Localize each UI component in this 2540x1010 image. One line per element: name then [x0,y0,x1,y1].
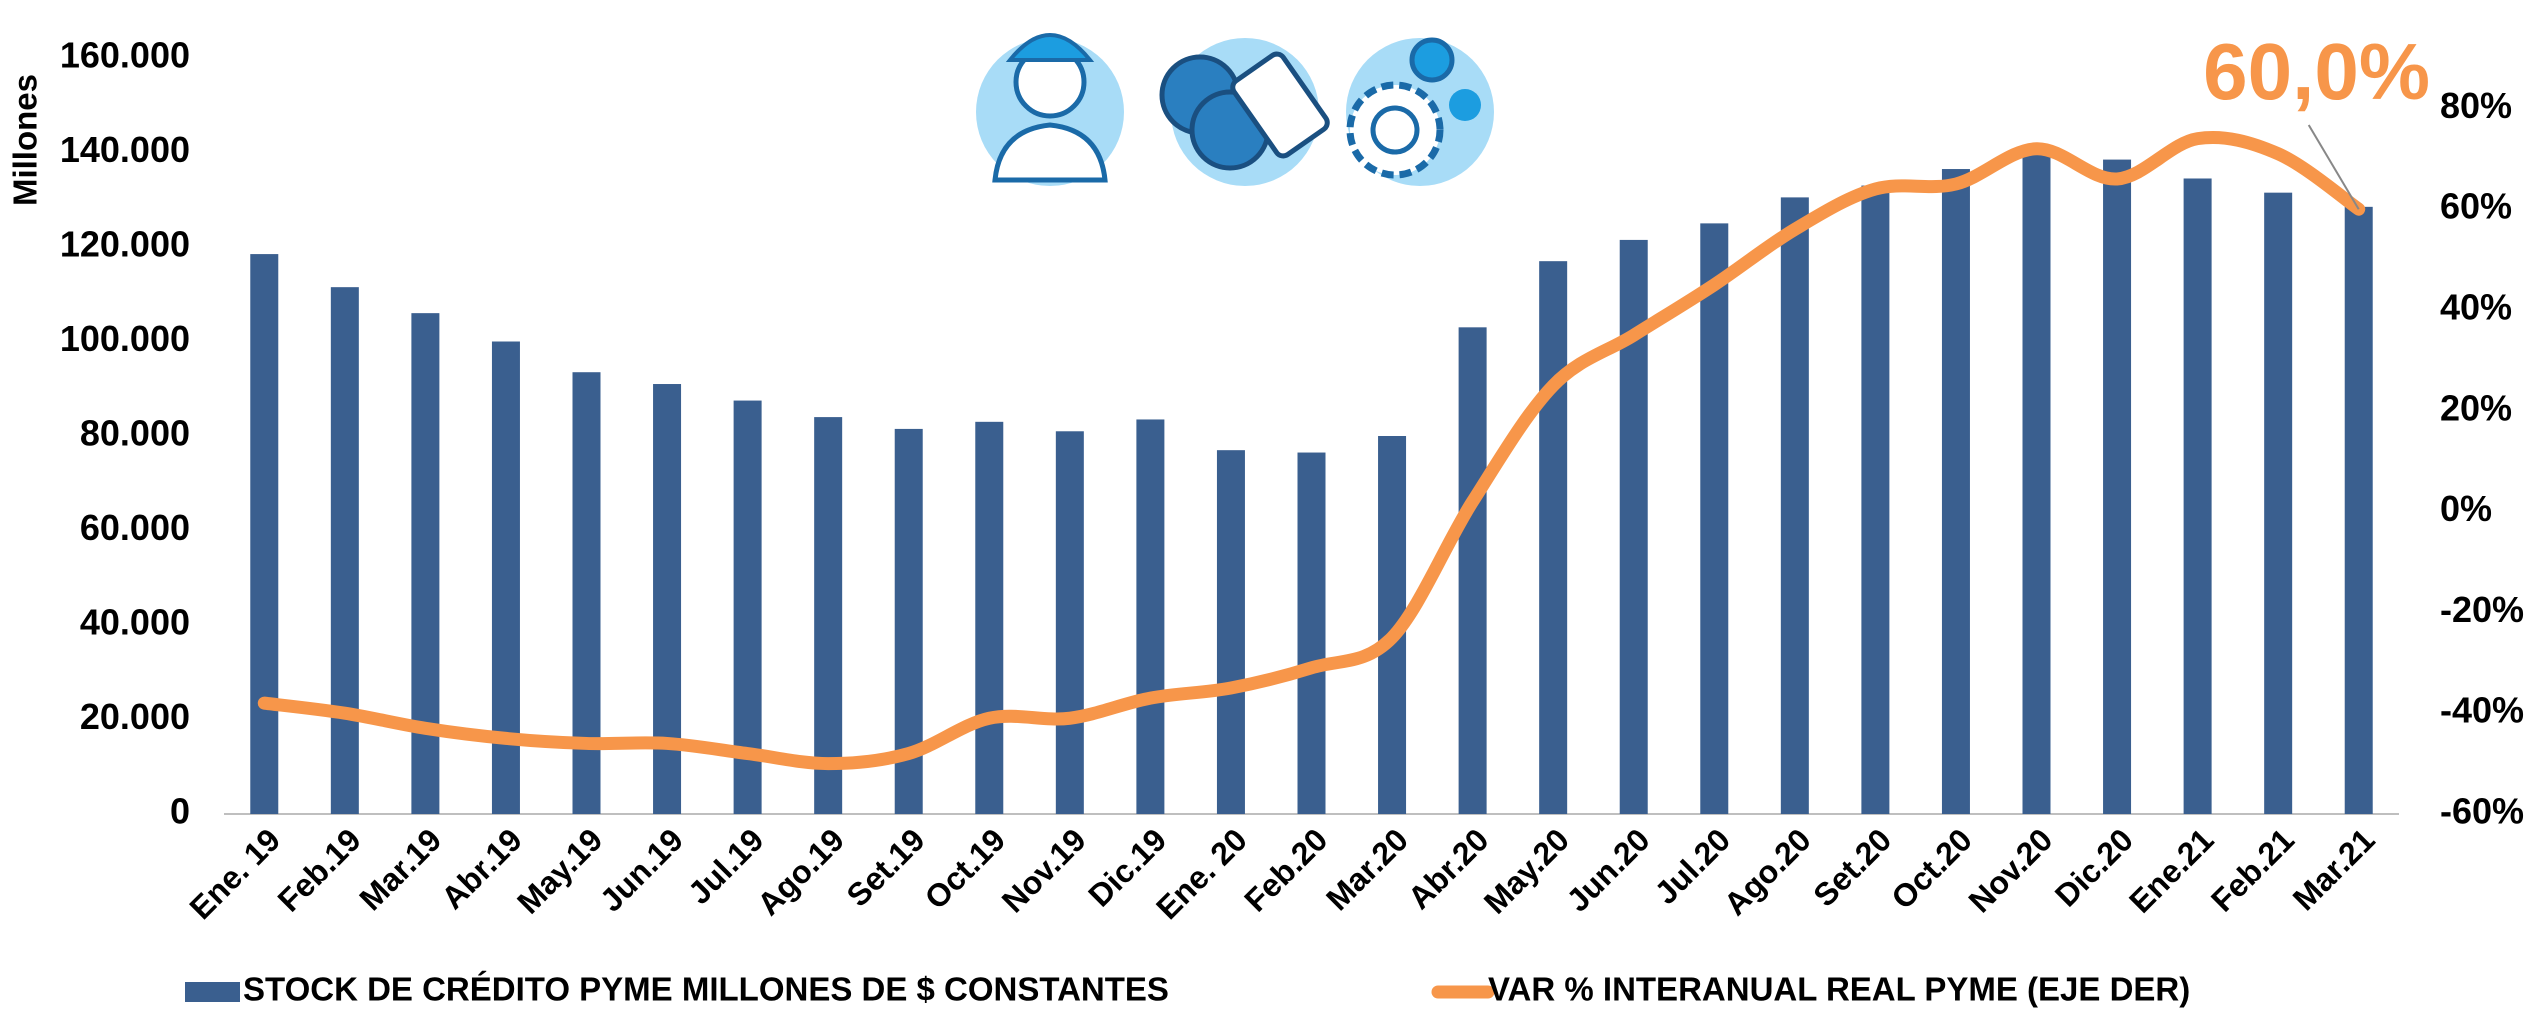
annotation-leader [2307,124,2360,210]
bar [975,421,1004,814]
legend-swatch [185,982,240,1002]
legend-label: STOCK DE CRÉDITO PYME MILLONES DE $ CONS… [243,971,1169,1008]
y-axis-label: Millones [7,74,44,206]
bar [2344,206,2373,814]
x-tick-label: May.20 [1477,821,1576,920]
x-tick-label: Jun.20 [1560,821,1657,918]
y-tick-label: 140.000 [60,129,190,170]
bar [1861,185,1890,814]
bar [1055,431,1084,814]
bar [733,400,762,814]
bar [1780,197,1809,814]
icon-gear [1409,37,1455,83]
y2-tick-label: -20% [2440,589,2524,630]
y-tick-label: 20.000 [80,696,190,737]
x-tick-label: Nov.20 [1961,821,2059,919]
x-tick-label: Mar.19 [352,821,448,917]
bar [411,313,440,814]
line [257,130,2366,771]
icon-gear [1449,89,1481,121]
bar [2183,178,2212,815]
icon-gear [1346,81,1444,179]
x-tick-label: Feb.19 [271,821,368,918]
icons [976,33,1494,186]
x-tick-label: Abr.19 [434,821,529,916]
x-tick-label: Oct.19 [918,821,1013,916]
y2-tick-label: 60% [2440,186,2512,227]
bar [2022,147,2051,814]
x-tick-label: Abr.20 [1401,821,1496,916]
icon-card [1230,51,1330,159]
icon-body [992,122,1108,183]
y2-tick-label: 80% [2440,85,2512,126]
bar [1941,169,1970,815]
x-tick-label: Mar.20 [1319,821,1415,917]
bar [1216,450,1245,814]
bar [2103,159,2132,814]
annotation: 60,0% [2203,27,2430,116]
icon-gear [1370,105,1420,155]
x-tick-label: Set.20 [1806,821,1898,913]
bar [1297,452,1326,814]
bar [2264,192,2293,815]
bar [330,287,359,815]
x-tick-label: Ago.20 [1717,821,1818,922]
legend-label: VAR % INTERANUAL REAL PYME (EJE DER) [1488,971,2190,1008]
y2-tick-label: -40% [2440,690,2524,731]
icon-helmet [1005,33,1095,62]
bar [1458,327,1487,814]
x-tick-label: Set.19 [840,821,932,913]
x-tick-label: Feb.21 [2204,821,2301,918]
x-tick-label: Ene.21 [2122,821,2220,919]
bar [1136,419,1165,814]
x-tick-label: Ene. 20 [1149,821,1254,926]
x-tick-label: Oct.20 [1884,821,1979,916]
bar [1539,261,1568,814]
y-tick-label: 0 [170,791,190,832]
y2-tick-label: 20% [2440,387,2512,428]
y-tick-label: 120.000 [60,224,190,265]
x-tick-label: May.19 [510,821,609,920]
y-tick-label: 160.000 [60,35,190,76]
x-tick-label: Feb.20 [1237,821,1334,918]
y-tick-label: 100.000 [60,318,190,359]
bar [1700,223,1729,814]
y-tick-label: 80.000 [80,413,190,454]
bar [250,254,279,814]
y-tick-label: 60.000 [80,507,190,548]
bar [814,417,843,814]
y2-tick-label: 0% [2440,488,2492,529]
x-tick-label: Jun.19 [593,821,690,918]
y2-tick-label: -60% [2440,791,2524,832]
y-tick-label: 40.000 [80,602,190,643]
x-tick-label: Mar.21 [2286,821,2382,917]
x-tick-label: Nov.19 [995,821,1093,919]
x-tick-label: Ene. 19 [183,821,288,926]
x-tick-label: Ago.19 [750,821,851,922]
y2-tick-label: 40% [2440,287,2512,328]
